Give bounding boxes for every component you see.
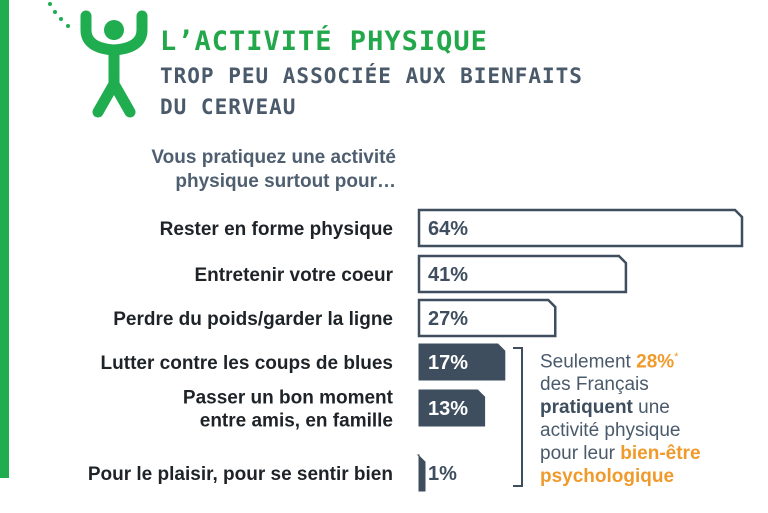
dotted-arc-decoration <box>48 2 70 28</box>
category-label-1: Rester en forme physique <box>160 219 393 240</box>
callout-bracket <box>513 347 523 487</box>
left-accent-bar <box>0 0 9 478</box>
bar-value-label-1: 64% <box>428 218 468 240</box>
category-label-2: Entretenir votre coeur <box>195 265 394 286</box>
page-title: L’ACTIVITÉ PHYSIQUE <box>160 26 488 57</box>
category-label-4: Lutter contre les coups de blues <box>101 353 393 374</box>
category-label-6: Pour le plaisir, pour se sentir bien <box>88 464 393 485</box>
bar-1 <box>417 208 744 248</box>
callout-line-2: des Français <box>540 374 649 396</box>
category-label-5-line-2: entre amis, en famille <box>200 411 393 432</box>
callout-prefix: Seulement <box>540 351 637 373</box>
question-line-2: physique surtout pour… <box>175 171 396 192</box>
category-label-3: Perdre du poids/garder la ligne <box>113 309 393 330</box>
bar-value-label-2: 41% <box>428 264 468 286</box>
callout-percent: 28% <box>636 351 675 373</box>
bar-2 <box>417 254 628 294</box>
callout-line-5-start: pour leur <box>540 443 621 465</box>
category-label-5-line-1: Passer un bon moment <box>183 388 394 409</box>
bar-3 <box>417 298 557 338</box>
person-arms-up-icon <box>80 10 148 118</box>
bar-5 <box>418 389 486 427</box>
callout-line-3-rest: une <box>632 397 670 419</box>
callout-line-6: psychologique <box>540 466 675 488</box>
bar-value-label-6: 1% <box>428 463 457 485</box>
bar-value-label-5: 13% <box>428 398 468 420</box>
question-line-1: Vous pratiquez une activité <box>151 147 396 168</box>
callout-asterisk: * <box>674 351 679 363</box>
callout-text: Seulement 28%* des Français pratiquent u… <box>540 346 755 488</box>
page-subtitle-line-2: DU CERVEAU <box>160 95 297 119</box>
callout-line-3: pratiquent une <box>540 396 755 419</box>
bar-6 <box>416 454 426 492</box>
callout-bold-word: pratiquent <box>540 397 633 419</box>
callout-line-4: activité physique <box>540 420 681 442</box>
bar-4 <box>418 343 506 381</box>
page-subtitle-line-1: TROP PEU ASSOCIÉE AUX BIENFAITS <box>160 64 583 88</box>
callout-line-5: pour leur bien-être <box>540 442 755 465</box>
bar-value-label-4: 17% <box>428 352 468 374</box>
survey-question: Vous pratiquez une activité physique sur… <box>100 146 396 194</box>
bar-value-label-3: 27% <box>428 308 468 330</box>
callout-line-1: Seulement 28%* <box>540 346 755 373</box>
callout-highlight-1: bien-être <box>620 443 701 465</box>
